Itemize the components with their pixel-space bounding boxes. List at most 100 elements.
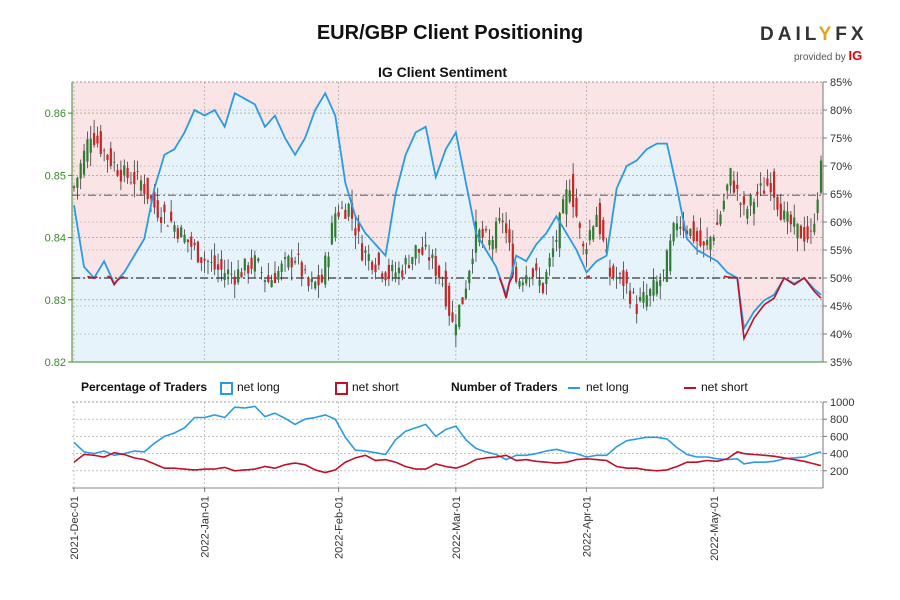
pct-net-short-line — [107, 275, 125, 287]
candle-body — [186, 239, 189, 243]
candle-body — [86, 139, 89, 162]
candle — [448, 282, 451, 326]
candle — [498, 207, 501, 224]
candle — [300, 260, 303, 287]
candle — [702, 240, 705, 258]
candle-body — [377, 252, 380, 265]
candle — [133, 160, 136, 198]
candle-body — [736, 184, 739, 189]
candle — [783, 201, 786, 223]
candle-body — [528, 278, 531, 280]
candle — [166, 224, 169, 227]
candle-body — [615, 277, 618, 279]
candle — [237, 260, 240, 285]
candle — [267, 262, 270, 284]
candle — [79, 159, 82, 190]
candle-body — [170, 211, 173, 222]
candle-body — [712, 237, 715, 241]
candle-body — [404, 257, 407, 265]
candle-body — [129, 182, 133, 184]
candle-body — [766, 178, 769, 186]
candle-body — [126, 167, 129, 178]
candle-body — [163, 204, 166, 213]
legend-swatch-pct-long — [220, 382, 233, 395]
candle-body — [354, 228, 357, 236]
candle-body — [625, 271, 628, 284]
candle — [324, 252, 327, 288]
candle-body — [595, 214, 598, 227]
candle — [230, 261, 233, 284]
candle-body — [340, 207, 344, 209]
candle — [206, 259, 210, 275]
candle-body — [360, 243, 364, 261]
candle — [642, 281, 645, 309]
candle — [819, 155, 823, 194]
candle — [371, 260, 374, 275]
candle — [126, 161, 129, 184]
candle-body — [639, 296, 642, 301]
candle-body — [518, 281, 521, 287]
candle — [451, 300, 454, 324]
candle-body — [669, 240, 672, 272]
candle-body — [632, 291, 635, 293]
candle — [260, 266, 263, 280]
candle-body — [464, 288, 468, 299]
candle — [240, 267, 243, 278]
candle-body — [283, 257, 287, 259]
candle — [568, 179, 571, 204]
candle-body — [588, 230, 591, 241]
candle-body — [314, 281, 317, 289]
candle-body — [374, 264, 377, 273]
candle-body — [260, 272, 263, 273]
candle — [119, 160, 122, 191]
legend-pct-short: net short — [352, 380, 399, 394]
candle — [143, 174, 146, 205]
candle-body — [525, 275, 528, 284]
legend-pct-long: net long — [237, 380, 280, 394]
count-tick-label: 200 — [830, 466, 848, 478]
date-tick-label: 2022-May-01 — [709, 496, 721, 561]
percent-tick-label: 70% — [830, 161, 852, 173]
candle — [722, 193, 725, 212]
candle — [545, 269, 548, 295]
candle-body — [675, 223, 679, 231]
candle-body — [384, 272, 387, 281]
candle — [431, 249, 434, 269]
candle — [247, 262, 250, 284]
percent-tick-labels: 35% 40% 45% 50% 55% 60% 65% 70% 75% 80% 85% — [823, 77, 852, 369]
candle — [444, 262, 447, 310]
candle — [474, 209, 478, 262]
candle — [367, 244, 370, 271]
candle-body — [139, 180, 143, 191]
candle-body — [263, 280, 267, 283]
candle-body — [773, 171, 776, 198]
candle-body — [769, 182, 772, 193]
candle-body — [484, 228, 488, 231]
candle — [106, 153, 109, 173]
candle — [347, 202, 350, 221]
candle — [662, 269, 665, 282]
candle-body — [166, 225, 169, 227]
chart-title: EUR/GBP Client Positioning — [316, 22, 584, 44]
candle-body — [310, 278, 313, 283]
date-tick-labels: 2021-Dec-01 2022-Jan-01 2022-Feb-01 2022-Ma… — [69, 488, 721, 561]
candle-body — [508, 229, 511, 243]
candle — [538, 267, 541, 293]
candle — [216, 253, 220, 283]
candle — [598, 198, 602, 240]
candle-body — [371, 261, 374, 270]
candle-body — [267, 275, 270, 283]
candle-body — [434, 255, 437, 276]
candle-body — [659, 279, 662, 287]
candle — [689, 228, 692, 239]
candle-body — [113, 161, 116, 163]
candle — [243, 258, 246, 276]
candle — [585, 243, 588, 267]
candle — [639, 287, 642, 303]
candle — [548, 252, 551, 276]
percent-tick-label: 40% — [830, 329, 852, 341]
candle — [170, 200, 173, 224]
candle — [304, 264, 307, 275]
candle-body — [133, 172, 136, 185]
candle — [615, 266, 618, 289]
